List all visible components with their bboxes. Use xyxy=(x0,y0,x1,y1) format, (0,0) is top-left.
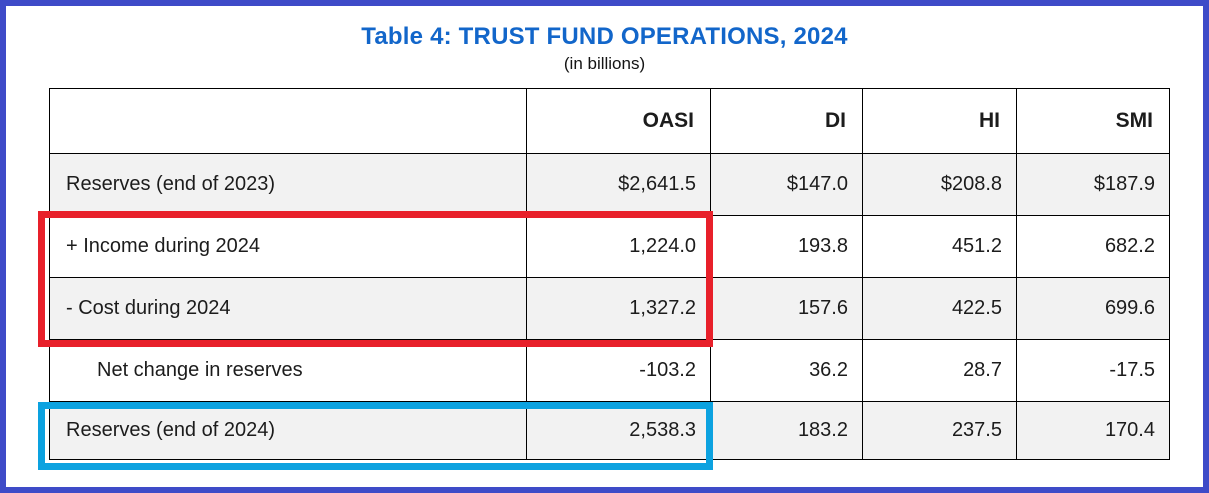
cell-oasi: 2,538.3 xyxy=(526,401,711,460)
cell-di: 36.2 xyxy=(710,339,863,402)
row-label: Net change in reserves xyxy=(49,339,527,402)
cell-smi: $187.9 xyxy=(1016,153,1170,216)
column-header-oasi: OASI xyxy=(526,88,711,154)
row-label: - Cost during 2024 xyxy=(49,277,527,340)
column-header-blank xyxy=(49,88,527,154)
trust-fund-operations-table: OASI DI HI SMI Reserves (end of 2023) $2,641… xyxy=(49,88,1170,460)
cell-hi: 28.7 xyxy=(862,339,1017,402)
cell-di: 193.8 xyxy=(710,215,863,278)
cell-di: 157.6 xyxy=(710,277,863,340)
row-label: Reserves (end of 2024) xyxy=(49,401,527,460)
row-label: Reserves (end of 2023) xyxy=(49,153,527,216)
column-header-di: DI xyxy=(710,88,863,154)
cell-oasi: 1,327.2 xyxy=(526,277,711,340)
table-row: + Income during 2024 1,224.0 193.8 451.2 682… xyxy=(49,215,1170,278)
cell-oasi: -103.2 xyxy=(526,339,711,402)
table-row: - Cost during 2024 1,327.2 157.6 422.5 699.6 xyxy=(49,277,1170,340)
table-header: OASI DI HI SMI xyxy=(49,88,1170,154)
table-row: Reserves (end of 2024) 2,538.3 183.2 237.5 1… xyxy=(49,401,1170,460)
table-row: Reserves (end of 2023) $2,641.5 $147.0 $208… xyxy=(49,153,1170,216)
cell-smi: 170.4 xyxy=(1016,401,1170,460)
cell-di: 183.2 xyxy=(710,401,863,460)
table-body: Reserves (end of 2023) $2,641.5 $147.0 $208… xyxy=(49,153,1170,460)
cell-hi: 422.5 xyxy=(862,277,1017,340)
header-row: OASI DI HI SMI xyxy=(49,88,1170,154)
column-header-smi: SMI xyxy=(1016,88,1170,154)
cell-hi: $208.8 xyxy=(862,153,1017,216)
table-subtitle: (in billions) xyxy=(563,54,646,73)
row-label: + Income during 2024 xyxy=(49,215,527,278)
cell-smi: 699.6 xyxy=(1016,277,1170,340)
table-title: Table 4: TRUST FUND OPERATIONS, 2024 xyxy=(361,23,848,50)
cell-oasi: $2,641.5 xyxy=(526,153,711,216)
cell-smi: -17.5 xyxy=(1016,339,1170,402)
cell-smi: 682.2 xyxy=(1016,215,1170,278)
cell-oasi: 1,224.0 xyxy=(526,215,711,278)
table-row: Net change in reserves -103.2 36.2 28.7 -17.… xyxy=(49,339,1170,402)
cell-hi: 237.5 xyxy=(862,401,1017,460)
column-header-hi: HI xyxy=(862,88,1017,154)
cell-di: $147.0 xyxy=(710,153,863,216)
cell-hi: 451.2 xyxy=(862,215,1017,278)
